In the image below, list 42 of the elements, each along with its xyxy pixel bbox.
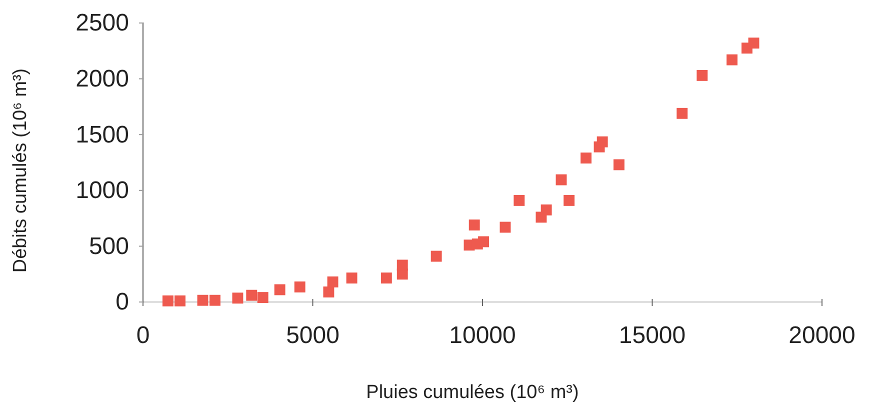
point [468, 220, 480, 230]
y-tick-label: 2500 [76, 10, 129, 37]
y-axis-title: Débits cumulés (10⁶ m³) [10, 68, 31, 273]
point [162, 295, 174, 306]
point [380, 272, 392, 284]
point [748, 38, 760, 49]
point [564, 194, 575, 206]
point [246, 290, 258, 301]
point [696, 70, 708, 81]
x-tick-label: 0 [136, 322, 150, 350]
point [540, 204, 552, 216]
point [257, 292, 268, 304]
point [327, 276, 338, 288]
point [676, 108, 688, 119]
point [197, 294, 208, 306]
point [232, 292, 244, 304]
y-tick-label: 0 [116, 288, 129, 316]
x-tick-label: 5000 [286, 322, 340, 350]
point [556, 174, 567, 186]
point [209, 294, 220, 306]
point [726, 54, 738, 66]
x-tick-label: 20000 [788, 322, 856, 350]
point [346, 272, 358, 284]
point [596, 136, 608, 148]
y-tick-label: 500 [88, 232, 129, 260]
x-axis-title: Pluies cumulées (10⁶ m³) [366, 382, 579, 403]
point [430, 250, 442, 262]
point [514, 194, 525, 206]
point [500, 222, 511, 233]
point [174, 295, 186, 306]
x-tick-label: 10000 [449, 322, 516, 350]
point [478, 236, 489, 248]
point [614, 159, 624, 170]
point [580, 152, 592, 164]
y-tick-label: 2000 [76, 65, 129, 92]
point [323, 286, 334, 298]
y-tick-label: 1500 [76, 121, 129, 148]
x-tick-label: 15000 [618, 322, 686, 350]
point [396, 260, 408, 271]
y-tick-label: 1000 [76, 177, 129, 204]
point [274, 284, 286, 296]
point [294, 281, 306, 292]
